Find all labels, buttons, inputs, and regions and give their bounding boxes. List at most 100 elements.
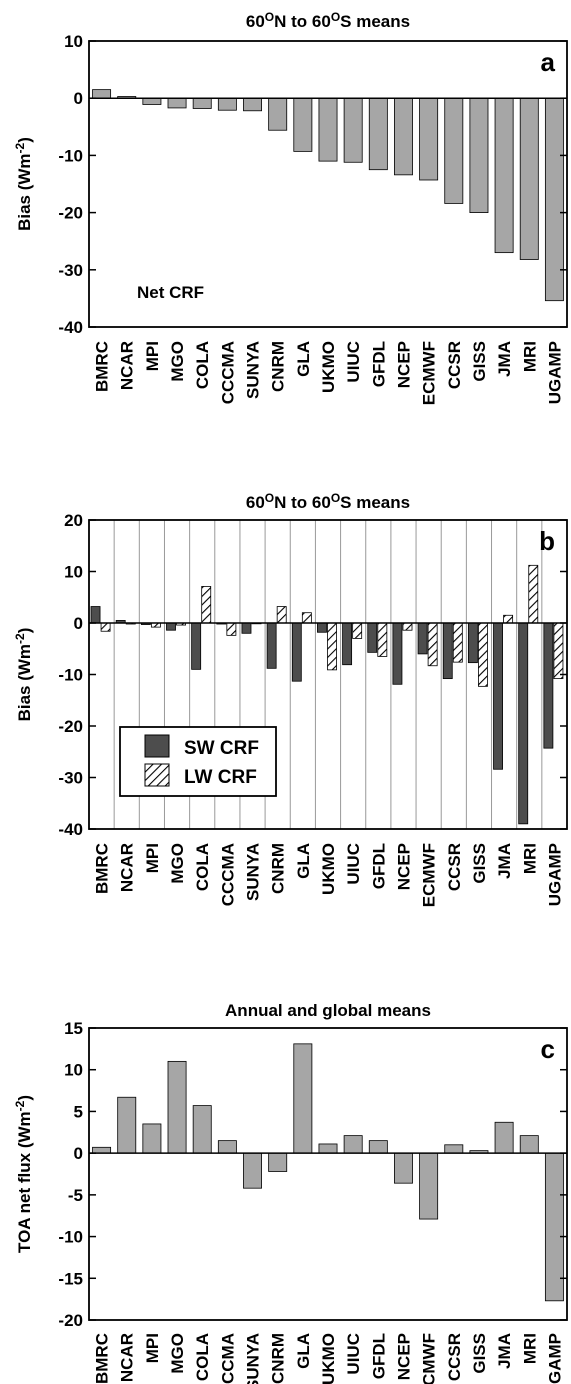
bar-cnrm bbox=[268, 97, 288, 131]
y-tick-label: -15 bbox=[58, 1269, 83, 1288]
category-label-cnrm: CNRM bbox=[269, 1333, 288, 1384]
sw-bar-ecmwf bbox=[417, 622, 428, 655]
lw-bar-ncep bbox=[402, 622, 413, 631]
category-label-bmrc: BMRC bbox=[93, 341, 112, 392]
text-part: N to 60 bbox=[274, 12, 331, 31]
category-label-sunya: SUNYA bbox=[244, 843, 263, 901]
category-label-mpi: MPI bbox=[143, 843, 162, 873]
lw-bar-jma bbox=[503, 614, 514, 624]
category-label-mpi: MPI bbox=[143, 1333, 162, 1363]
bar-cccma bbox=[217, 1140, 237, 1154]
plot-frame bbox=[88, 40, 568, 328]
bar-ccsr bbox=[444, 1144, 464, 1154]
sw-bar-cnrm bbox=[266, 622, 277, 669]
bar-cnrm bbox=[268, 1152, 288, 1172]
category-label-ugamp: UGAMP bbox=[545, 843, 564, 906]
y-tick-label: -10 bbox=[58, 146, 83, 165]
category-label-ccsr: CCSR bbox=[445, 843, 464, 891]
category-label-gfdl: GFDL bbox=[369, 843, 388, 889]
legend-label-sw: SW CRF bbox=[184, 738, 259, 759]
bar-gla bbox=[293, 1043, 313, 1154]
lw-bar-cola bbox=[201, 586, 212, 624]
category-label-gfdl: GFDL bbox=[369, 1333, 388, 1379]
superscript-part: -2 bbox=[13, 1100, 27, 1111]
category-label-ccsr: CCSR bbox=[445, 341, 464, 389]
category-label-cola: COLA bbox=[193, 843, 212, 891]
bar-ukmo bbox=[318, 97, 338, 162]
y-tick-label: 0 bbox=[74, 614, 83, 633]
category-label-mri: MRI bbox=[520, 341, 539, 372]
y-tick-label: 5 bbox=[74, 1102, 83, 1121]
panel-letter: b bbox=[539, 526, 555, 556]
legend-label-lw: LW CRF bbox=[184, 767, 257, 788]
sw-bar-bmrc bbox=[90, 606, 101, 624]
category-label-mgo: MGO bbox=[168, 843, 187, 884]
legend: SW CRF LW CRF bbox=[119, 726, 277, 797]
chart-title: Annual and global means bbox=[225, 1001, 431, 1020]
category-label-giss: GISS bbox=[470, 1333, 489, 1374]
category-label-cccma: CCCMA bbox=[218, 1333, 237, 1384]
category-label-ukmo: UKMO bbox=[319, 341, 338, 393]
bar-jma bbox=[494, 97, 514, 254]
category-label-ecmwf: ECMWF bbox=[420, 843, 439, 907]
category-label-ncar: NCAR bbox=[118, 1333, 137, 1382]
bar-cola bbox=[192, 1105, 212, 1154]
sw-bar-ukmo bbox=[317, 622, 327, 633]
lw-bar-mri bbox=[528, 564, 539, 624]
panel-letter: a bbox=[541, 47, 556, 77]
text-part: Bias (Wm bbox=[15, 153, 34, 230]
category-label-ncar: NCAR bbox=[118, 341, 137, 390]
bar-mri bbox=[519, 97, 539, 260]
superscript-part: O bbox=[265, 10, 274, 24]
y-axis-label: Bias (Wm-2) bbox=[13, 628, 34, 722]
category-label-uiuc: UIUC bbox=[344, 341, 363, 383]
sw-bar-gfdl bbox=[367, 622, 378, 653]
bar-mpi bbox=[142, 1123, 162, 1154]
bar-sunya bbox=[243, 97, 262, 112]
category-label-jma: JMA bbox=[495, 1333, 514, 1369]
category-label-ccsr: CCSR bbox=[445, 1333, 464, 1381]
bar-sunya bbox=[243, 1152, 262, 1189]
sw-bar-giss bbox=[467, 622, 478, 664]
sw-bar-ugamp bbox=[543, 622, 554, 749]
y-tick-label: -10 bbox=[58, 1228, 83, 1247]
y-tick-label: -5 bbox=[68, 1186, 83, 1205]
category-label-cola: COLA bbox=[193, 341, 212, 389]
text-part: S means bbox=[340, 12, 410, 31]
bar-ecmwf bbox=[419, 1152, 439, 1220]
lw-bar-ugamp bbox=[553, 622, 564, 680]
superscript-part: -2 bbox=[13, 633, 27, 644]
category-label-ecmwf: ECMWF bbox=[420, 1333, 439, 1384]
sw-bar-cola bbox=[191, 622, 202, 670]
category-label-uiuc: UIUC bbox=[344, 843, 363, 885]
legend-swatch-sw bbox=[144, 734, 170, 758]
y-tick-label: 15 bbox=[64, 1019, 83, 1038]
category-label-bmrc: BMRC bbox=[93, 843, 112, 894]
bar-cccma bbox=[217, 97, 237, 111]
lw-bar-bmrc bbox=[100, 622, 111, 632]
y-tick-label: 20 bbox=[64, 511, 83, 530]
category-label-bmrc: BMRC bbox=[93, 1333, 112, 1384]
bar-ncep bbox=[394, 1152, 413, 1184]
category-label-ncep: NCEP bbox=[394, 1333, 413, 1380]
category-label-jma: JMA bbox=[495, 341, 514, 377]
sw-bar-mri bbox=[518, 622, 529, 825]
sw-bar-gla bbox=[291, 622, 302, 682]
category-label-gfdl: GFDL bbox=[369, 341, 388, 387]
y-tick-label: 0 bbox=[74, 89, 83, 108]
text-part: N to 60 bbox=[274, 493, 331, 512]
y-tick-label: -30 bbox=[58, 261, 83, 280]
category-label-mgo: MGO bbox=[168, 341, 187, 382]
y-tick-label: -10 bbox=[58, 666, 83, 685]
y-axis-label: Bias (Wm-2) bbox=[13, 137, 34, 231]
category-label-gla: GLA bbox=[294, 1333, 313, 1369]
category-label-cccma: CCCMA bbox=[218, 843, 237, 906]
y-tick-label: 10 bbox=[64, 563, 83, 582]
category-label-giss: GISS bbox=[470, 341, 489, 382]
bar-uiuc bbox=[343, 97, 363, 163]
lw-bar-cccma bbox=[226, 622, 237, 636]
sw-bar-sunya bbox=[241, 622, 252, 634]
category-label-gla: GLA bbox=[294, 843, 313, 879]
superscript-part: O bbox=[265, 491, 274, 505]
sw-bar-mgo bbox=[166, 622, 176, 631]
